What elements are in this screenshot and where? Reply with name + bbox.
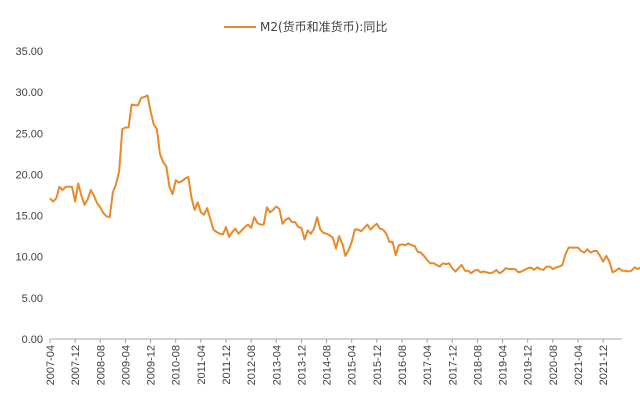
x-tick-label: 2021-12	[598, 345, 610, 385]
x-tick-label: 2019-04	[498, 345, 510, 385]
x-tick-label: 2009-12	[146, 345, 158, 385]
y-tick-label: 10.00	[15, 252, 43, 264]
x-tick-label: 2014-08	[322, 345, 334, 385]
legend-label: M2(货币和准货币):同比	[260, 19, 387, 34]
series-line-m2-yoy	[49, 94, 640, 275]
y-tick-label: 15.00	[15, 211, 43, 223]
x-axis-tick-labels: 2007-04 2007-12 2008-08 2009-04 2009-12 2010-…	[45, 345, 610, 385]
y-tick-label: 20.00	[15, 169, 43, 181]
x-tick-label: 2011-04	[196, 345, 208, 385]
x-tick-label: 2017-12	[447, 345, 459, 385]
chart-legend: M2(货币和准货币):同比	[224, 19, 387, 34]
x-tick-label: 2019-12	[523, 345, 535, 385]
x-tick-label: 2007-04	[45, 345, 57, 385]
series-layer	[49, 94, 640, 275]
x-tick-label: 2020-08	[548, 345, 560, 385]
y-tick-label: 30.00	[15, 87, 43, 99]
y-tick-label: 5.00	[22, 293, 43, 305]
y-axis: 0.00 5.00 10.00 15.00 20.00 25.00 30.00 35.00	[15, 46, 43, 346]
x-tick-label: 2013-12	[296, 345, 308, 385]
x-tick-label: 2015-12	[372, 345, 384, 385]
y-tick-label: 25.00	[15, 128, 43, 140]
x-tick-label: 2021-04	[573, 345, 585, 385]
x-tick-label: 2012-08	[246, 345, 258, 385]
x-tick-label: 2010-08	[171, 345, 183, 385]
x-tick-label: 2016-08	[397, 345, 409, 385]
x-tick-label: 2009-04	[120, 345, 132, 385]
x-axis	[49, 338, 622, 343]
x-tick-label: 2015-04	[347, 345, 359, 385]
y-tick-label: 35.00	[15, 46, 43, 58]
x-tick-label: 2013-04	[271, 345, 283, 385]
y-tick-label: 0.00	[22, 334, 43, 346]
x-tick-label: 2008-08	[95, 345, 107, 385]
x-tick-label: 2011-12	[221, 345, 233, 385]
x-tick-label: 2017-04	[422, 345, 434, 385]
x-tick-label: 2018-08	[472, 345, 484, 385]
x-tick-label: 2007-12	[70, 345, 82, 385]
